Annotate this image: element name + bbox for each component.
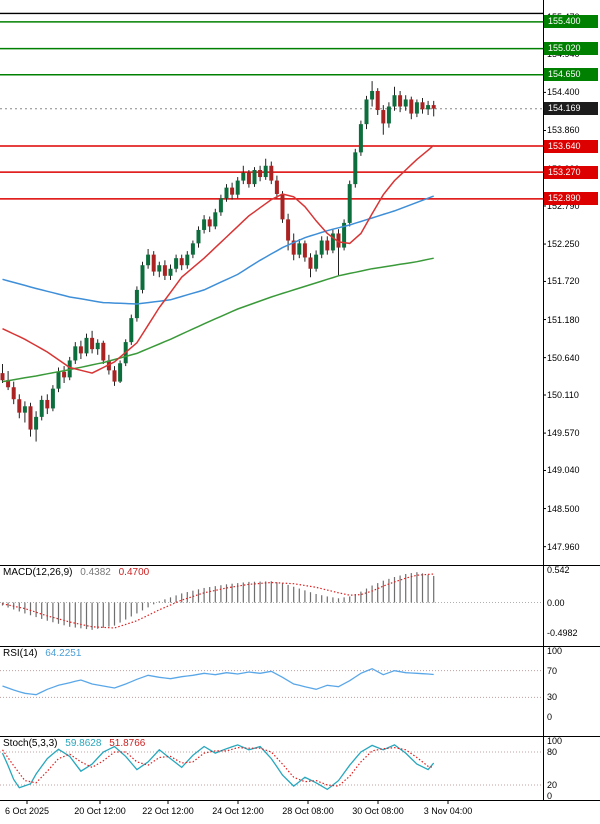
stoch-indicator-label: Stoch(5,3,3) 59.8628 51.8766 xyxy=(3,738,150,749)
rsi-indicator-label: RSI(14) 64.2251 xyxy=(3,648,86,659)
macd-indicator-label: MACD(12,26,9) 0.4382 0.4700 xyxy=(3,567,154,578)
macd-name: MACD(12,26,9) xyxy=(3,567,73,578)
stoch-value-main: 59.8628 xyxy=(65,738,102,749)
stoch-value-signal: 51.8766 xyxy=(109,738,146,749)
rsi-value: 64.2251 xyxy=(45,648,82,659)
rsi-name: RSI(14) xyxy=(3,648,38,659)
macd-value-main: 0.4382 xyxy=(80,567,111,578)
macd-value-signal: 0.4700 xyxy=(118,567,150,578)
stoch-name: Stoch(5,3,3) xyxy=(3,738,58,749)
